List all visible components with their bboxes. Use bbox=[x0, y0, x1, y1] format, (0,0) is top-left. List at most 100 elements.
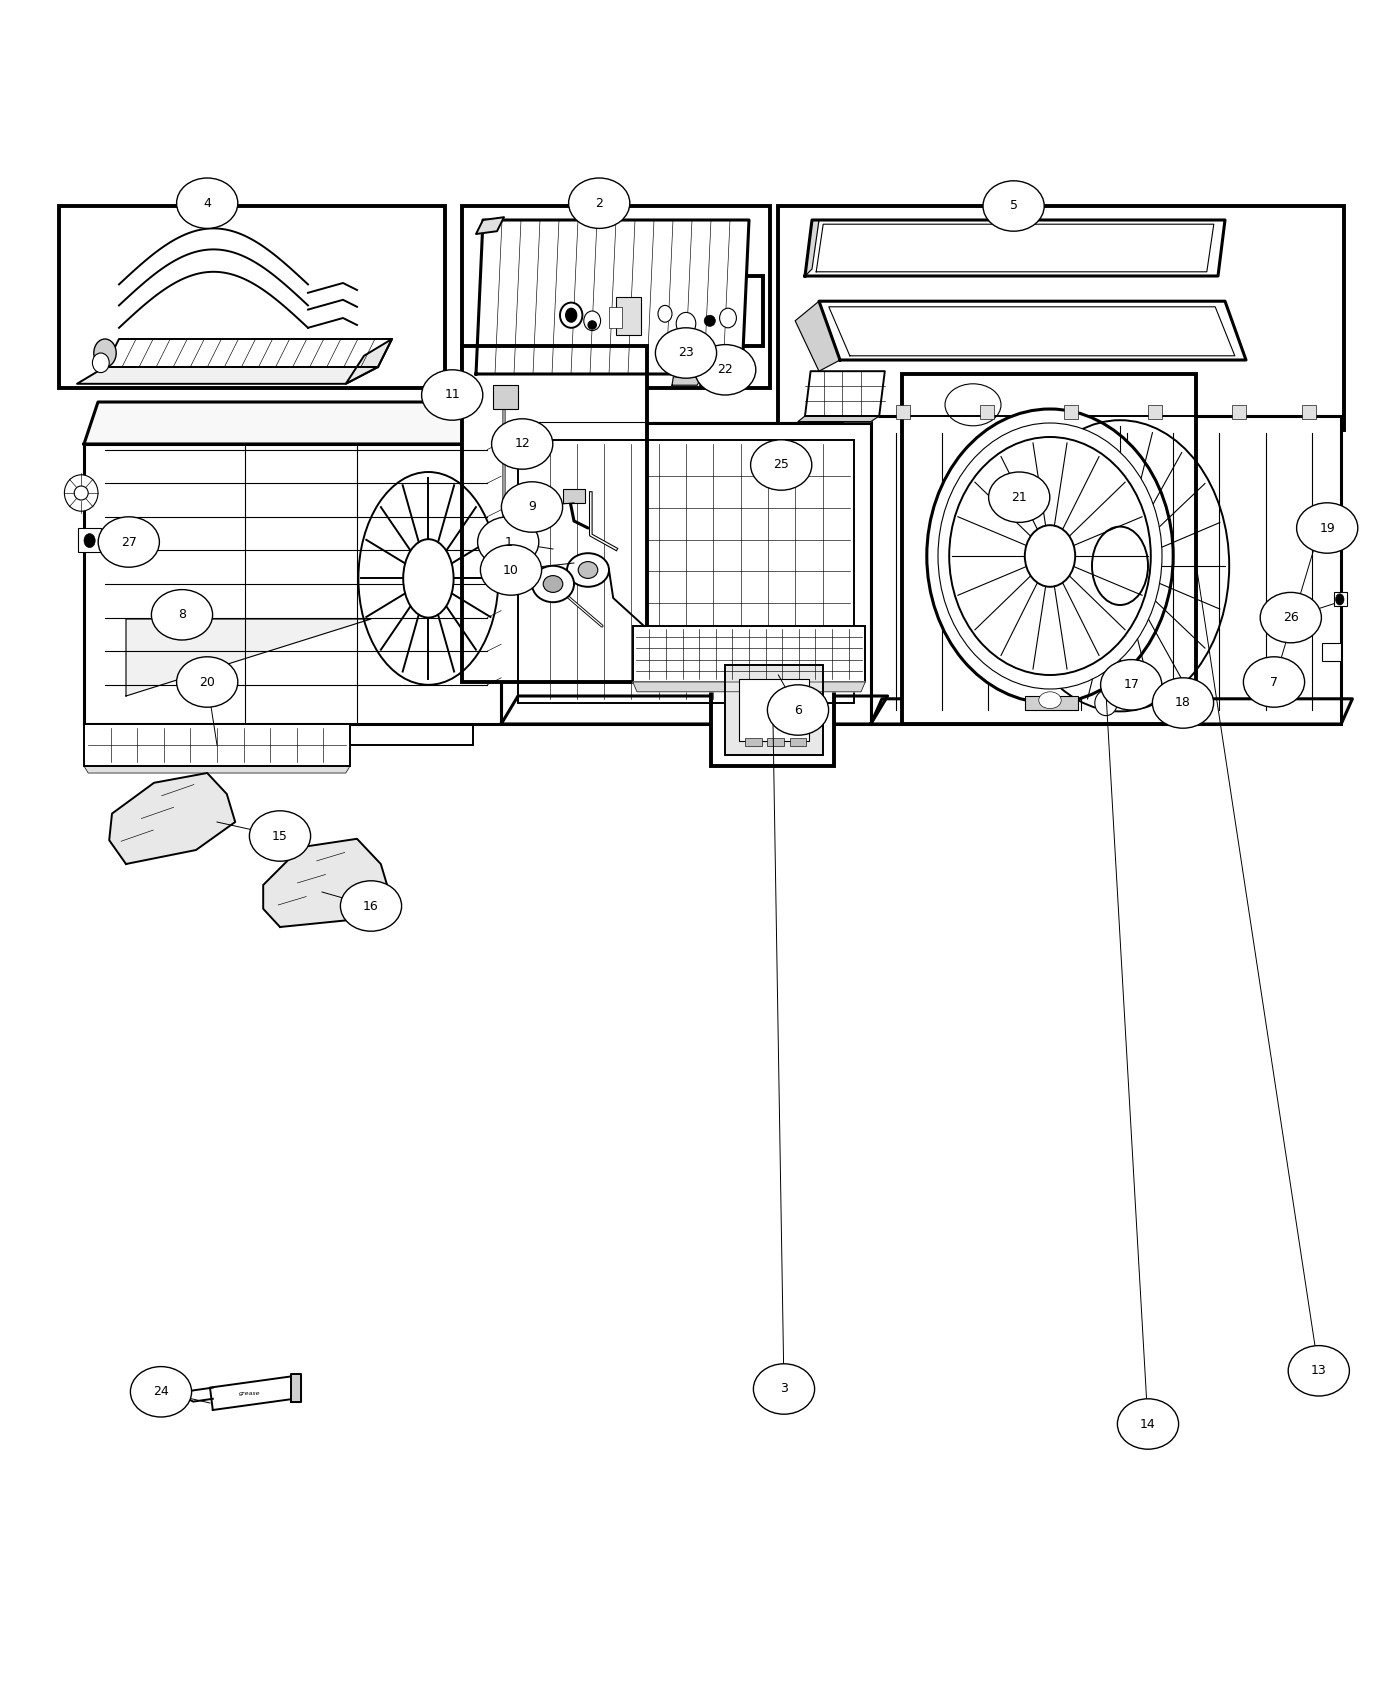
Bar bbox=[563, 490, 585, 503]
Ellipse shape bbox=[767, 685, 829, 734]
Ellipse shape bbox=[578, 561, 598, 578]
Bar bbox=[790, 738, 806, 746]
Ellipse shape bbox=[584, 311, 601, 330]
Bar bbox=[518, 440, 854, 704]
Ellipse shape bbox=[658, 306, 672, 323]
Text: 25: 25 bbox=[773, 459, 790, 471]
Bar bbox=[1232, 405, 1246, 418]
Bar bbox=[1064, 405, 1078, 418]
Text: 3: 3 bbox=[780, 1382, 788, 1396]
Ellipse shape bbox=[543, 576, 563, 592]
Bar bbox=[725, 665, 823, 755]
Bar bbox=[462, 347, 647, 682]
Polygon shape bbox=[798, 416, 879, 422]
Bar bbox=[1025, 695, 1078, 711]
Ellipse shape bbox=[588, 321, 596, 330]
Text: 11: 11 bbox=[444, 389, 461, 401]
Polygon shape bbox=[816, 224, 1214, 272]
Text: 14: 14 bbox=[1140, 1418, 1156, 1430]
Bar bbox=[84, 724, 350, 767]
Bar bbox=[745, 738, 762, 746]
Polygon shape bbox=[77, 367, 378, 384]
Ellipse shape bbox=[1296, 503, 1358, 552]
Ellipse shape bbox=[945, 384, 1001, 425]
Ellipse shape bbox=[1336, 593, 1344, 605]
Polygon shape bbox=[476, 219, 749, 374]
Ellipse shape bbox=[655, 328, 717, 377]
Ellipse shape bbox=[938, 423, 1162, 688]
Bar bbox=[1302, 405, 1316, 418]
Text: 24: 24 bbox=[153, 1386, 169, 1399]
Ellipse shape bbox=[176, 656, 238, 707]
Ellipse shape bbox=[1092, 527, 1148, 605]
Bar bbox=[609, 306, 622, 328]
Ellipse shape bbox=[1100, 660, 1162, 711]
Polygon shape bbox=[805, 371, 885, 416]
Polygon shape bbox=[84, 767, 350, 774]
Bar bbox=[546, 275, 763, 347]
Ellipse shape bbox=[1095, 690, 1117, 716]
Ellipse shape bbox=[1152, 678, 1214, 728]
Ellipse shape bbox=[480, 544, 542, 595]
Text: 27: 27 bbox=[120, 536, 137, 549]
Polygon shape bbox=[210, 1377, 294, 1409]
Ellipse shape bbox=[676, 313, 696, 335]
Polygon shape bbox=[501, 695, 888, 724]
Text: 8: 8 bbox=[178, 609, 186, 620]
Ellipse shape bbox=[130, 1367, 192, 1418]
Ellipse shape bbox=[501, 481, 563, 532]
Ellipse shape bbox=[74, 486, 88, 500]
Polygon shape bbox=[805, 219, 1225, 275]
Bar bbox=[896, 405, 910, 418]
Polygon shape bbox=[105, 338, 392, 367]
Text: 17: 17 bbox=[1123, 678, 1140, 692]
Text: 26: 26 bbox=[1282, 610, 1299, 624]
Polygon shape bbox=[795, 301, 840, 371]
Bar bbox=[59, 206, 445, 388]
Bar bbox=[1334, 592, 1347, 607]
Text: 7: 7 bbox=[1270, 675, 1278, 688]
Ellipse shape bbox=[1288, 1346, 1350, 1396]
Bar bbox=[902, 374, 1196, 724]
Ellipse shape bbox=[1260, 592, 1322, 643]
Text: 18: 18 bbox=[1175, 697, 1191, 709]
Text: 5: 5 bbox=[1009, 199, 1018, 212]
Polygon shape bbox=[346, 338, 392, 384]
Ellipse shape bbox=[988, 473, 1050, 522]
Ellipse shape bbox=[560, 303, 582, 328]
Polygon shape bbox=[84, 444, 501, 724]
Polygon shape bbox=[476, 218, 504, 235]
Bar bbox=[711, 654, 834, 767]
Polygon shape bbox=[633, 682, 865, 692]
Text: 21: 21 bbox=[1011, 491, 1028, 503]
Text: 15: 15 bbox=[272, 830, 288, 843]
Ellipse shape bbox=[566, 308, 577, 323]
Bar bbox=[1148, 405, 1162, 418]
Polygon shape bbox=[84, 401, 515, 444]
Ellipse shape bbox=[750, 440, 812, 490]
Text: 1: 1 bbox=[504, 536, 512, 549]
Ellipse shape bbox=[98, 517, 160, 568]
Polygon shape bbox=[672, 377, 701, 386]
Ellipse shape bbox=[340, 881, 402, 932]
Polygon shape bbox=[819, 301, 1246, 360]
Ellipse shape bbox=[491, 418, 553, 469]
Ellipse shape bbox=[403, 539, 454, 617]
Ellipse shape bbox=[567, 552, 609, 586]
Bar bbox=[871, 416, 1341, 724]
Polygon shape bbox=[829, 306, 1235, 355]
Bar bbox=[633, 626, 865, 682]
Ellipse shape bbox=[568, 178, 630, 228]
Text: 16: 16 bbox=[363, 899, 379, 913]
Bar bbox=[778, 206, 1344, 430]
Text: 23: 23 bbox=[678, 347, 694, 359]
Bar bbox=[1322, 643, 1341, 661]
Ellipse shape bbox=[92, 354, 109, 372]
Polygon shape bbox=[805, 219, 819, 275]
Ellipse shape bbox=[934, 374, 1012, 435]
Text: 4: 4 bbox=[203, 197, 211, 209]
Ellipse shape bbox=[1039, 692, 1061, 709]
Ellipse shape bbox=[1117, 1399, 1179, 1448]
Text: grease: grease bbox=[238, 1391, 260, 1396]
Ellipse shape bbox=[176, 178, 238, 228]
